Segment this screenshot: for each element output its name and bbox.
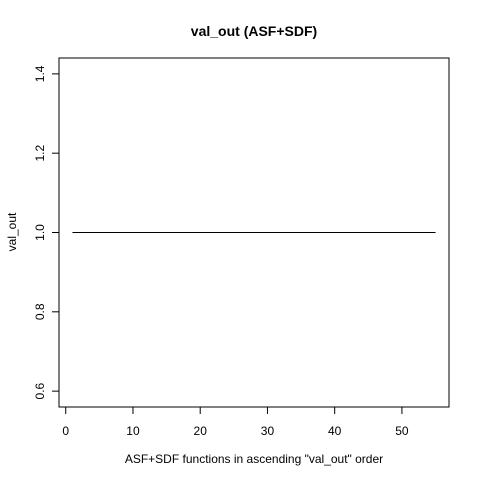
x-tick-label: 30	[261, 424, 275, 438]
y-axis: 0.6 0.8 1.0 1.2 1.4	[33, 65, 59, 399]
x-tick-label: 10	[126, 424, 140, 438]
y-tick-label: 1.4	[33, 65, 47, 82]
y-axis-label: val_out	[5, 212, 19, 251]
y-tick-label: 1.0	[33, 224, 47, 241]
x-axis-label: ASF+SDF functions in ascending "val_out"…	[125, 452, 383, 466]
x-tick-label: 0	[62, 424, 69, 438]
x-axis: 0 10 20 30 40 50	[62, 407, 409, 438]
x-tick-label: 40	[328, 424, 342, 438]
x-tick-label: 50	[395, 424, 409, 438]
y-tick-label: 0.8	[33, 303, 47, 320]
y-tick-label: 1.2	[33, 145, 47, 162]
chart-title: val_out (ASF+SDF)	[191, 23, 317, 39]
x-tick-label: 20	[194, 424, 208, 438]
y-tick-label: 0.6	[33, 382, 47, 399]
